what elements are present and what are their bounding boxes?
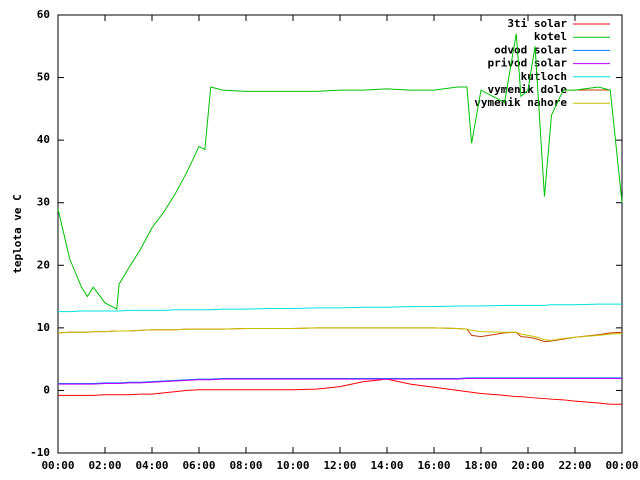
- x-tick-label: 18:00: [464, 459, 497, 472]
- x-tick-label: 12:00: [323, 459, 356, 472]
- y-tick-label: 60: [37, 8, 50, 21]
- x-tick-label: 04:00: [135, 459, 168, 472]
- legend-label: 3ti solar: [507, 17, 567, 30]
- y-tick-label: 10: [37, 321, 50, 334]
- legend-label: privod solar: [488, 57, 568, 70]
- series-line: [57, 327, 623, 341]
- x-tick-label: 10:00: [276, 459, 309, 472]
- series-line: [57, 33, 623, 310]
- x-tick-label: 00:00: [41, 459, 74, 472]
- series-line: [58, 377, 622, 385]
- x-tick-label: 14:00: [370, 459, 403, 472]
- y-tick-label: 50: [37, 71, 50, 84]
- series-line: [58, 303, 622, 313]
- legend-label: kotel: [534, 30, 567, 43]
- series-line: [58, 378, 622, 385]
- x-tick-label: 06:00: [182, 459, 215, 472]
- plot-frame: [57, 14, 623, 454]
- x-tick-label: 22:00: [558, 459, 591, 472]
- y-axis-label: teplota ve C: [11, 194, 24, 273]
- y-tick-label: -10: [30, 446, 50, 459]
- legend-label: odvod solar: [494, 43, 567, 56]
- y-tick-label: 30: [37, 196, 50, 209]
- x-tick-label: 08:00: [229, 459, 262, 472]
- x-tick-label: 16:00: [417, 459, 450, 472]
- legend-label: vymenik dole: [488, 83, 568, 96]
- legend-label: vymenik nahore: [474, 96, 567, 109]
- x-tick-label: 20:00: [511, 459, 544, 472]
- x-tick-label: 00:00: [605, 459, 638, 472]
- y-tick-label: 0: [43, 383, 50, 396]
- y-tick-label: 20: [37, 258, 50, 271]
- x-tick-label: 02:00: [88, 459, 121, 472]
- legend-label: kutloch: [521, 70, 567, 83]
- series-line: [58, 378, 622, 405]
- y-tick-label: 40: [37, 133, 50, 146]
